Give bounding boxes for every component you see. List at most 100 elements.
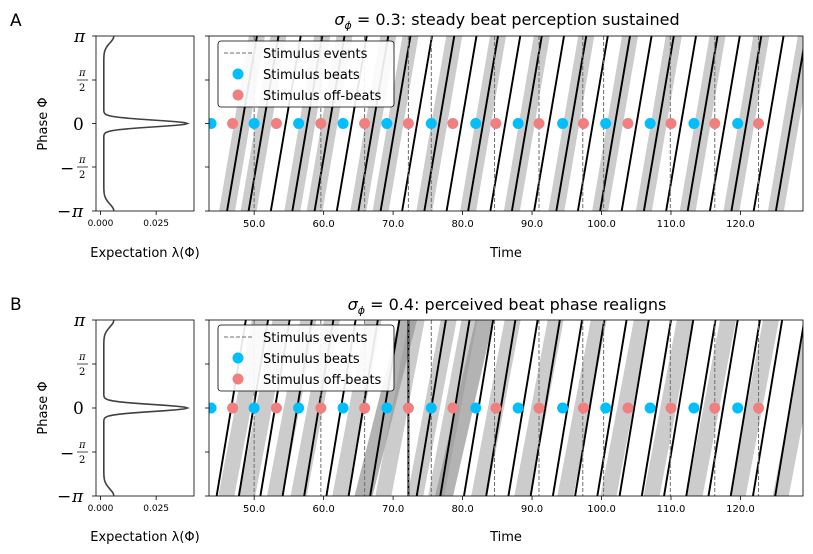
legend-box-b <box>217 324 395 392</box>
expectation-line <box>379 36 412 211</box>
expectation-line <box>640 320 672 496</box>
expectation-line <box>599 36 631 211</box>
expectation-line <box>618 320 650 496</box>
ytick-neg-half-pi-b: − <box>60 444 74 464</box>
stimulus-beat-point <box>337 402 349 414</box>
expectation-xlabel-b: Expectation λ(Φ) <box>90 530 199 545</box>
expectation-line <box>529 320 561 496</box>
expectation-line <box>445 36 478 211</box>
expectation-xticks-a: 0.000 0.025 <box>88 211 169 229</box>
stimulus-beats-a <box>209 118 744 129</box>
legend-beats-label-b: Stimulus beats <box>263 352 360 367</box>
expectation-curve-b <box>103 319 191 497</box>
xtick-label: 80.0 <box>451 504 473 515</box>
svg-text:π: π <box>78 155 86 166</box>
stimulus-offbeat-point <box>490 118 502 129</box>
xtick-label: 60.0 <box>312 219 334 230</box>
main-yticks-a <box>205 35 209 212</box>
legend-b: Stimulus events Stimulus beats Stimulus … <box>217 324 395 392</box>
stimulus-offbeat-point <box>359 118 371 129</box>
main-xlabel-a: Time <box>489 246 522 261</box>
xtick-label: 70.0 <box>382 504 404 515</box>
ytick-zero-b: 0 <box>73 399 84 419</box>
expectation-line <box>555 36 588 211</box>
stimulus-beat-point <box>600 402 612 414</box>
expectation-line <box>707 320 739 496</box>
expectation-line <box>510 36 543 211</box>
stimulus-beat-point <box>381 402 393 414</box>
expectation-line <box>730 36 763 211</box>
xtick-label: 100.0 <box>587 504 616 515</box>
stimulus-beat-point <box>293 118 305 129</box>
expectation-line <box>685 320 717 496</box>
ytick-neg-half-pi-a: − <box>60 159 74 179</box>
stimulus-offbeat-point <box>533 118 545 129</box>
stimulus-beat-point <box>470 402 482 414</box>
stimulus-beat-point <box>425 402 437 414</box>
stimulus-beat-point <box>470 118 482 129</box>
stimulus-offbeat-point <box>753 402 765 414</box>
dark-band <box>435 320 494 496</box>
main-plot-b: 50.0 60.0 70.0 80.0 90.0 100.0 110.0 120.0 Time… <box>205 295 804 545</box>
ytick-neg-pi-b: − <box>57 487 71 507</box>
stimulus-beat-point <box>425 118 437 129</box>
legend-beats-swatch-b <box>232 352 244 364</box>
chart-title-a: σϕ = 0.3: steady beat perception sustain… <box>334 10 679 32</box>
ytick-neg-pi-a: − <box>57 202 71 222</box>
stimulus-offbeat-point <box>315 402 327 414</box>
expectation-axes-b <box>95 319 195 497</box>
stimulus-beat-point <box>337 118 349 129</box>
ytick-pi-a: π <box>73 27 86 47</box>
xtick-label: 70.0 <box>382 219 404 230</box>
stimulus-offbeat-point <box>665 402 677 414</box>
expectation-curve-a <box>103 35 191 212</box>
expectation-line <box>642 36 675 211</box>
main-xlabel-b: Time <box>489 530 522 545</box>
expectation-line <box>774 46 803 211</box>
phase-ylabel-a: Phase Φ <box>36 97 51 150</box>
stimulus-beat-point <box>248 402 260 414</box>
panel-label-a: A <box>10 11 22 31</box>
stimulus-beat-point <box>732 118 744 129</box>
legend-beats-swatch-a <box>232 68 244 80</box>
legend-beats-label-a: Stimulus beats <box>263 68 360 83</box>
stimulus-offbeat-point <box>270 118 282 129</box>
stimulus-offbeat-point <box>577 402 589 414</box>
legend-offbeats-swatch-b <box>232 373 244 385</box>
legend-events-label-a: Stimulus events <box>263 47 368 62</box>
expectation-band <box>375 320 425 496</box>
expectation-xlabel-a: Expectation λ(Φ) <box>90 246 199 261</box>
panel-b: B 0.000 0.025 Expectation λ(Φ) π π 2 0 − … <box>10 295 804 545</box>
main-plot-a: 50.0 60.0 70.0 80.0 90.0 100.0 110.0 120.0 Time… <box>205 10 804 261</box>
legend-events-label-b: Stimulus events <box>263 331 368 346</box>
expectation-xtick-label: 0.025 <box>143 219 169 229</box>
stimulus-offbeat-point <box>359 402 371 414</box>
expectation-line <box>663 320 695 496</box>
main-xticks-b: 50.0 60.0 70.0 80.0 90.0 100.0 110.0 120.0 <box>243 496 755 515</box>
phase-yticks-a: π π 2 0 − π 2 − π <box>57 27 96 222</box>
svg-text:2: 2 <box>79 83 85 94</box>
svg-text:2: 2 <box>79 367 85 378</box>
stimulus-beat-point <box>644 118 656 129</box>
main-yticks-b <box>205 319 209 497</box>
stimulus-offbeat-point <box>622 118 634 129</box>
stimulus-offbeat-point <box>227 402 239 414</box>
stimulus-beats-b <box>209 402 744 414</box>
phase-yticks-b: π π 2 0 − π 2 − π <box>57 311 96 507</box>
legend-offbeats-swatch-a <box>232 89 244 101</box>
svg-text:π: π <box>71 487 84 507</box>
xtick-label: 80.0 <box>451 219 473 230</box>
xtick-label: 60.0 <box>312 504 334 515</box>
stimulus-offbeat-point <box>709 402 721 414</box>
expectation-line <box>752 320 784 496</box>
ytick-half-pi-b: π <box>78 352 86 363</box>
stimulus-beat-point <box>512 118 524 129</box>
stimulus-offbeat-point <box>447 402 459 414</box>
xtick-label: 100.0 <box>587 219 616 230</box>
expectation-line <box>401 36 433 211</box>
stimulus-beat-point <box>248 118 260 129</box>
stimulus-offbeat-point <box>533 402 545 414</box>
svg-text:2: 2 <box>79 170 85 181</box>
stimulus-offbeat-point <box>315 118 327 129</box>
